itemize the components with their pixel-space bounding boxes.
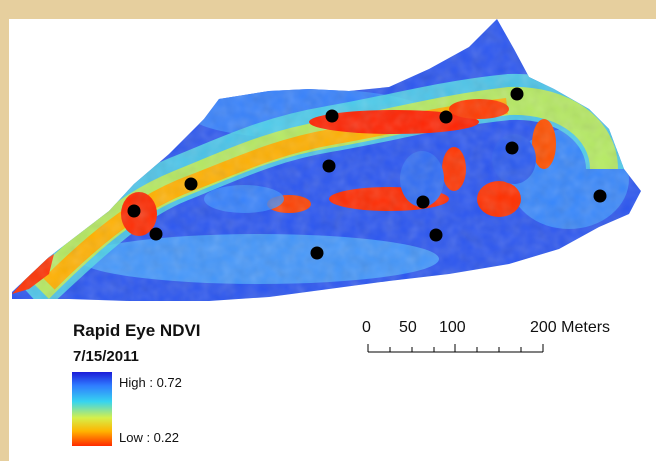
sample-point[interactable]	[439, 110, 453, 124]
scale-label-0: 0	[362, 319, 371, 336]
ndvi-map	[12, 19, 641, 353]
scale-label-50: 50	[399, 319, 417, 336]
ndvi-color-ramp	[72, 372, 112, 446]
sample-point[interactable]	[322, 159, 336, 173]
scale-bar	[367, 344, 544, 353]
sample-point[interactable]	[416, 195, 430, 209]
sample-point[interactable]	[184, 177, 198, 191]
legend-title: Rapid Eye NDVI	[73, 321, 201, 340]
sample-point[interactable]	[429, 228, 443, 242]
sample-point[interactable]	[149, 227, 163, 241]
scale-label-200: 200 Meters	[530, 319, 611, 336]
legend-high-label: High : 0.72	[119, 375, 182, 390]
sample-point[interactable]	[510, 87, 524, 101]
scale-label-100: 100	[439, 319, 466, 336]
sample-point[interactable]	[127, 204, 141, 218]
sample-point[interactable]	[325, 109, 339, 123]
legend-low-label: Low : 0.22	[119, 430, 179, 445]
sample-point[interactable]	[505, 141, 519, 155]
map-frame: Rapid Eye NDVI 7/15/2011 High : 0.72 Low…	[9, 19, 656, 461]
sample-point[interactable]	[310, 246, 324, 260]
sample-point[interactable]	[593, 189, 607, 203]
sample-points	[127, 87, 607, 260]
legend-date: 7/15/2011	[73, 348, 139, 365]
